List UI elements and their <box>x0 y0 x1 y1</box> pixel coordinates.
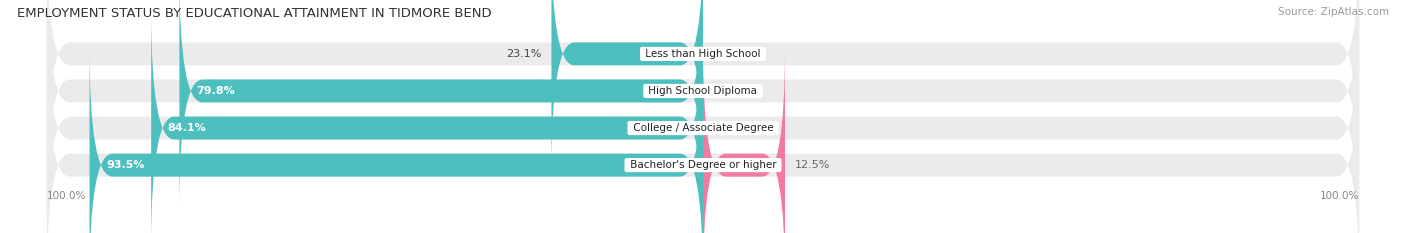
Text: 79.8%: 79.8% <box>195 86 235 96</box>
FancyBboxPatch shape <box>46 0 1360 209</box>
Text: EMPLOYMENT STATUS BY EDUCATIONAL ATTAINMENT IN TIDMORE BEND: EMPLOYMENT STATUS BY EDUCATIONAL ATTAINM… <box>17 7 492 20</box>
Text: 0.0%: 0.0% <box>713 49 741 59</box>
FancyBboxPatch shape <box>180 0 703 209</box>
FancyBboxPatch shape <box>551 0 703 172</box>
Text: Bachelor's Degree or higher: Bachelor's Degree or higher <box>627 160 779 170</box>
FancyBboxPatch shape <box>46 47 1360 233</box>
FancyBboxPatch shape <box>46 0 1360 172</box>
Text: College / Associate Degree: College / Associate Degree <box>630 123 776 133</box>
Text: 100.0%: 100.0% <box>1320 191 1360 201</box>
Text: Source: ZipAtlas.com: Source: ZipAtlas.com <box>1278 7 1389 17</box>
Text: 23.1%: 23.1% <box>506 49 541 59</box>
Text: 0.0%: 0.0% <box>713 123 741 133</box>
Text: 0.0%: 0.0% <box>713 86 741 96</box>
Text: Less than High School: Less than High School <box>643 49 763 59</box>
FancyBboxPatch shape <box>703 47 785 233</box>
Text: 93.5%: 93.5% <box>105 160 145 170</box>
Text: High School Diploma: High School Diploma <box>645 86 761 96</box>
Text: 12.5%: 12.5% <box>794 160 830 170</box>
FancyBboxPatch shape <box>152 10 703 233</box>
Text: 84.1%: 84.1% <box>167 123 207 133</box>
FancyBboxPatch shape <box>46 10 1360 233</box>
FancyBboxPatch shape <box>90 47 703 233</box>
Text: 100.0%: 100.0% <box>46 191 86 201</box>
